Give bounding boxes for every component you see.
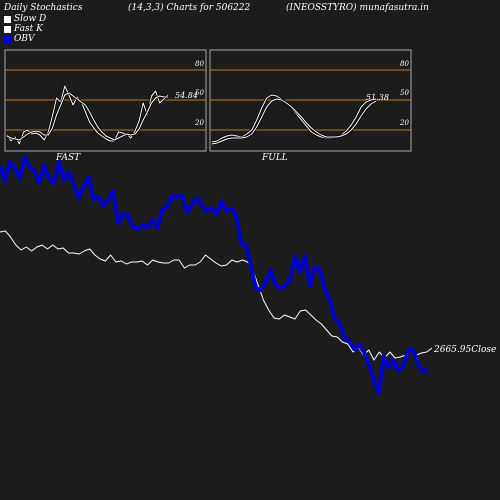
chart-symbol: (INEOSSTYRO) munafasutra.in (286, 3, 429, 13)
close-line (0, 230, 433, 361)
full-slow-d-line (211, 98, 377, 145)
legend-label-slow-d: Slow D (14, 14, 47, 24)
legend-obv: OBV (4, 34, 35, 44)
legend-swatch-slow-d (4, 15, 11, 23)
fast-tick-80: 80 (195, 60, 204, 68)
full-panel: 80 50 20 51.38 FULL (209, 49, 412, 163)
fast-panel-label: FAST (55, 153, 81, 163)
legend-label-obv: OBV (14, 34, 35, 44)
full-tick-80: 80 (400, 60, 409, 68)
legend-fast-k: Fast K (4, 24, 43, 34)
full-panel-label: FULL (261, 153, 288, 163)
chart-title: Daily Stochastics (4, 3, 83, 13)
full-value-label: 51.38 (366, 93, 389, 102)
chart-params: (14,3,3) Charts for 506222 (128, 3, 251, 13)
obv-line (0, 155, 429, 395)
fast-tick-50: 50 (195, 89, 204, 97)
price-obv-area (0, 155, 433, 395)
full-tick-20: 20 (399, 119, 409, 127)
full-tick-50: 50 (400, 89, 409, 97)
fast-value-label: 54.84 (175, 91, 198, 100)
legend-swatch-fast-k (4, 25, 11, 33)
legend-slow-d: Slow D (4, 14, 46, 24)
legend-label-fast-k: Fast K (14, 24, 43, 34)
fast-fast-k-line (6, 85, 169, 145)
close-price-label: 2665.95Close (433, 345, 496, 355)
fast-panel: 80 50 20 54.84 FAST (4, 49, 207, 163)
legend-swatch-obv (4, 35, 11, 43)
fast-slow-d-line (6, 92, 168, 141)
fast-tick-20: 20 (194, 119, 204, 127)
